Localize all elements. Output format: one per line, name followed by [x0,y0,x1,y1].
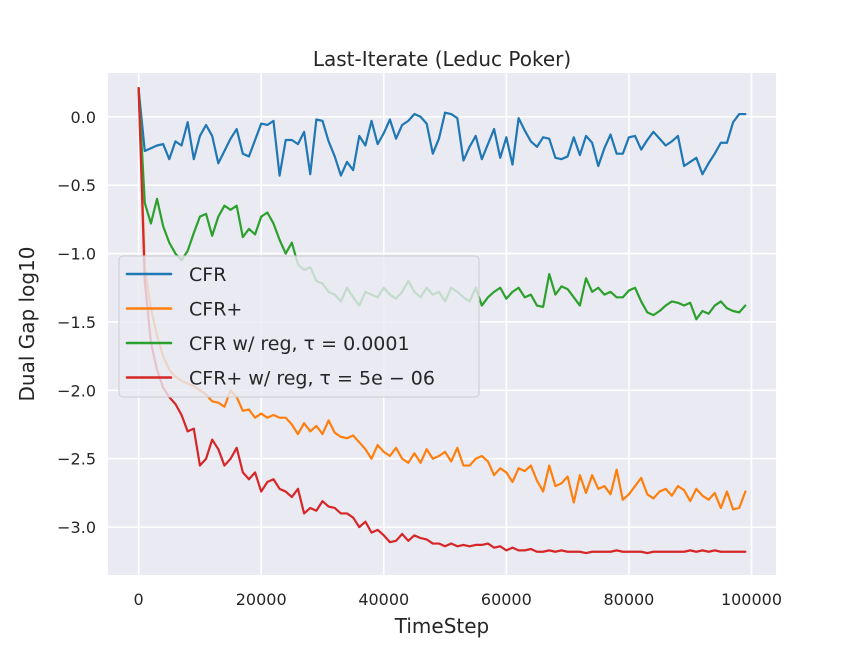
y-axis-title: Dual Gap log10 [15,247,39,402]
series-lines [137,86,747,555]
legend-label: CFR w/ reg, τ = 0.0001 [189,333,410,355]
x-tick-label: 20000 [236,590,287,609]
x-tick-label: 100000 [721,590,782,609]
x-tick-labels: 0 20000 40000 60000 80000 100000 [134,590,782,609]
x-axis-title: TimeStep [394,614,489,638]
x-tick-label: 0 [134,590,144,609]
y-tick-label: −3.0 [57,518,96,537]
y-tick-label: 0.0 [71,108,96,127]
y-tick-label: −2.5 [57,450,96,469]
x-tick-label: 40000 [358,590,409,609]
chart-title: Last-Iterate (Leduc Poker) [313,47,571,71]
legend-box [118,255,480,398]
x-tick-label: 60000 [481,590,532,609]
legend: CFR CFR+ CFR w/ reg, τ = 0.0001 CFR+ w/ reg… [118,255,480,398]
y-tick-label: −0.5 [57,176,96,195]
y-tick-label: −1.5 [57,313,96,332]
x-tick-label: 80000 [603,590,654,609]
legend-label: CFR+ [189,299,242,321]
series-line-cfr [137,86,747,511]
series-line-cfr [137,88,747,177]
y-tick-label: −2.0 [57,381,96,400]
y-tick-label: −1.0 [57,245,96,264]
y-tick-labels: 0.0 −0.5 −1.0 −1.5 −2.0 −2.5 −3.0 [57,108,96,537]
legend-label: CFR [189,264,226,286]
series-line-cfr-w-reg-5e-06 [137,86,747,555]
legend-label: CFR+ w/ reg, τ = 5e − 06 [189,368,435,390]
